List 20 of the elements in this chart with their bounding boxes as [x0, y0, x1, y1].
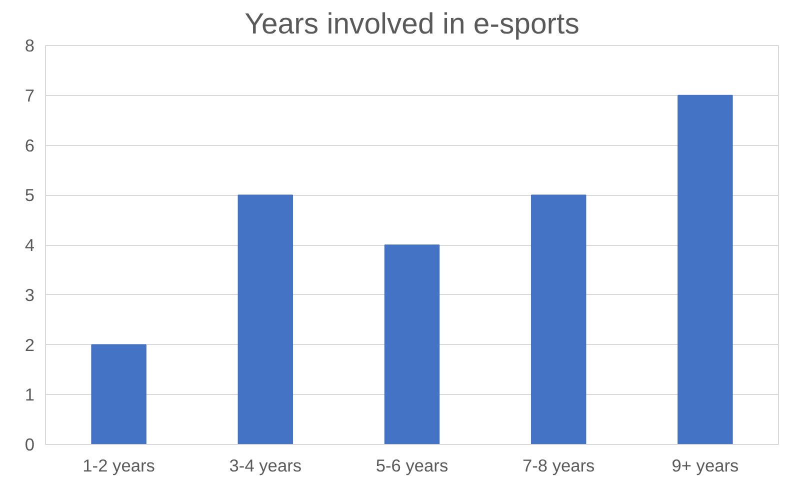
- y-tick-label: 6: [24, 135, 35, 156]
- bar: [384, 244, 440, 444]
- chart-title: Years involved in e-sports: [244, 8, 580, 40]
- y-tick-label: 3: [24, 284, 35, 305]
- x-tick-label: 3-4 years: [229, 456, 302, 476]
- bar: [238, 194, 294, 444]
- y-tick-label: 0: [24, 434, 35, 454]
- y-tick-label: 8: [24, 36, 35, 56]
- bar: [530, 194, 586, 444]
- x-tick-label: 7-8 years: [522, 456, 596, 476]
- y-tick-label: 2: [24, 334, 35, 355]
- y-tick-label: 7: [24, 85, 35, 106]
- bar: [91, 344, 146, 444]
- x-tick-label: 5-6 years: [376, 456, 448, 476]
- x-tick-label: 9+ years: [672, 456, 740, 476]
- y-tick-label: 1: [24, 384, 35, 405]
- x-tick-label: 1-2 years: [82, 456, 156, 476]
- y-tick-label: 4: [24, 235, 35, 255]
- y-tick-label: 5: [24, 185, 35, 206]
- bar: [678, 94, 733, 444]
